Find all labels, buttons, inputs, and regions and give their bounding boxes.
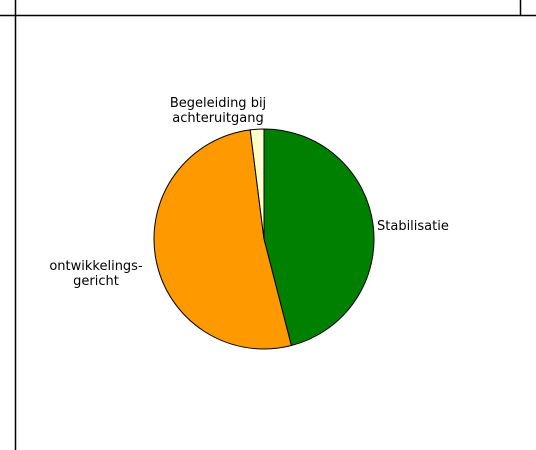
pie-slice-stabilisatie (263, 128, 375, 347)
slice-label-ontwikkelingsgericht: ontwikkelings-gericht (49, 259, 143, 289)
pie-slice-begeleiding-bij-achteruitgang (249, 128, 265, 240)
slice-label-begeleiding-bij-achteruitgang: Begeleiding bij achteruitgang (170, 96, 266, 126)
slice-label-stabilisatie: Stabilisatie (377, 219, 449, 234)
